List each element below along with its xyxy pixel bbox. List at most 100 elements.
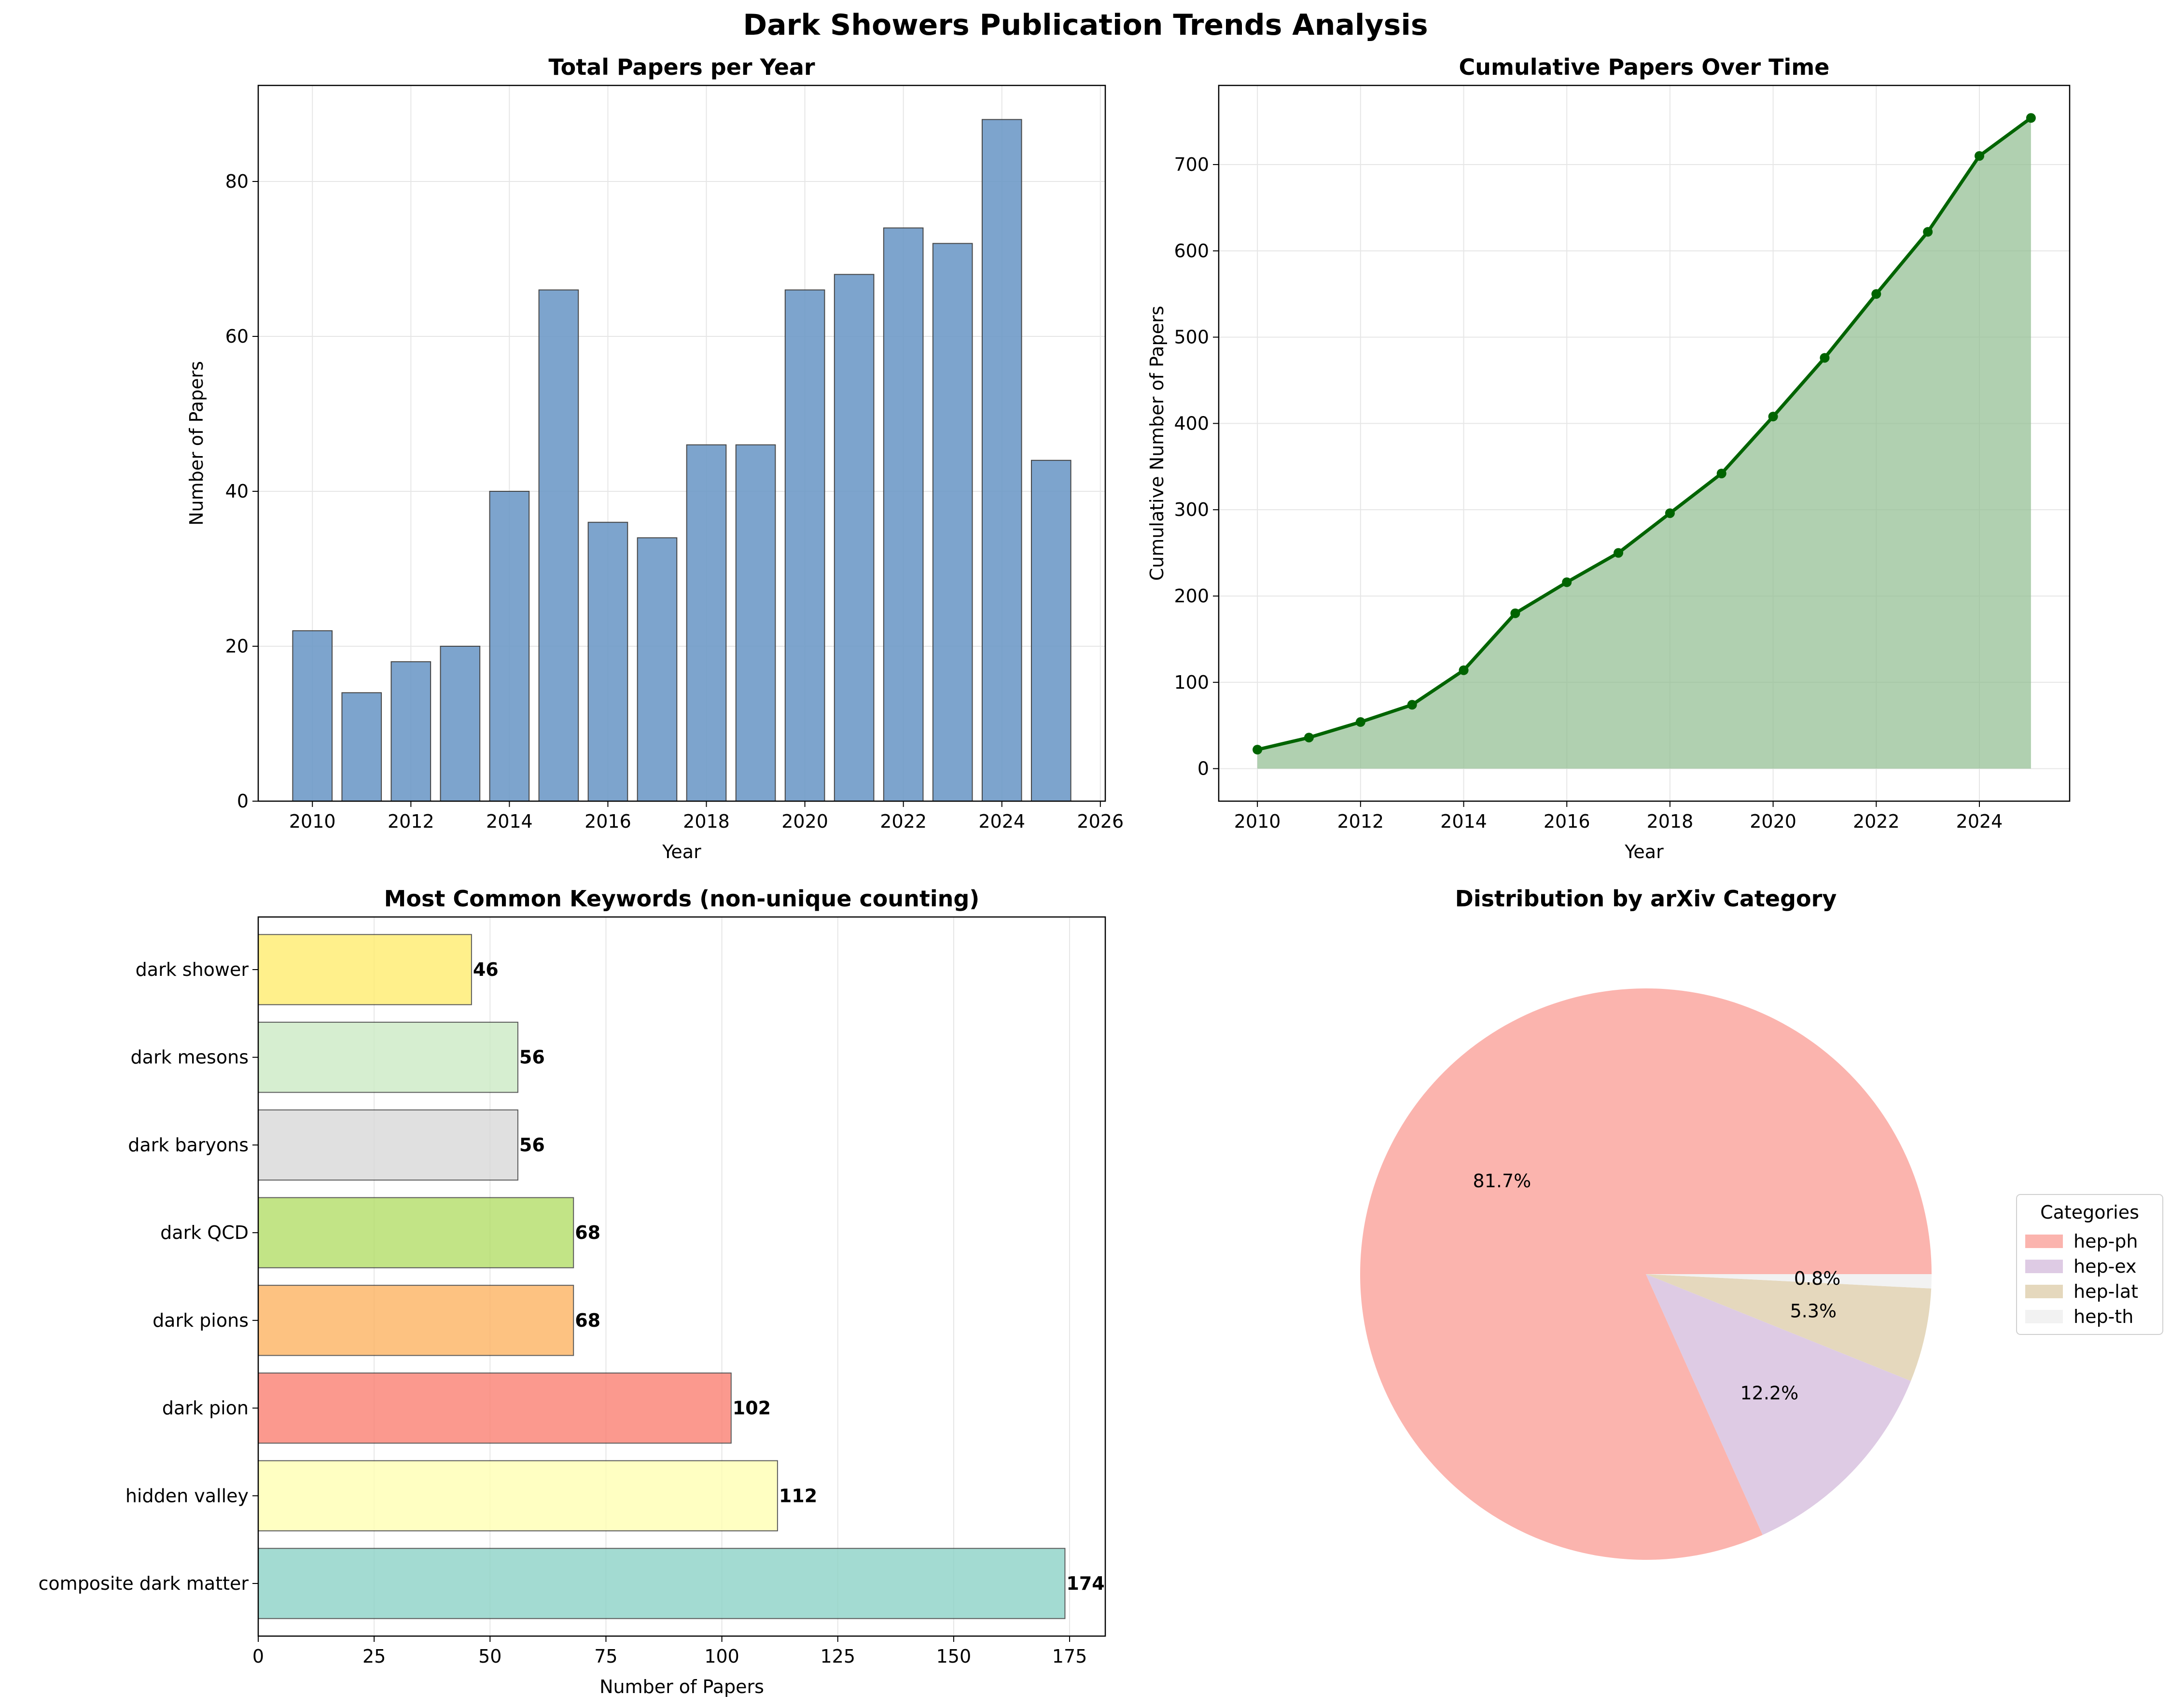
y-axis-label: Cumulative Number of Papers bbox=[1146, 306, 1168, 581]
x-tick-label: 0 bbox=[252, 1646, 264, 1667]
year-bar bbox=[390, 661, 431, 802]
x-tick-label: 2010 bbox=[1234, 811, 1281, 832]
year-bar bbox=[686, 444, 727, 802]
legend-box bbox=[2016, 1194, 2163, 1335]
keyword-bar bbox=[258, 1197, 574, 1268]
keyword-bar bbox=[258, 1460, 778, 1531]
pie-slice bbox=[1646, 1274, 1932, 1381]
year-bar bbox=[440, 646, 481, 802]
keyword-label: dark mesons bbox=[131, 1047, 249, 1068]
y-tick-label: 600 bbox=[1174, 240, 1209, 262]
panel-category-distribution: Distribution by arXiv Category 81.7% 12.2%… bbox=[1360, 886, 2163, 1560]
x-axis-label: Year bbox=[662, 841, 701, 862]
y-tick-label: 40 bbox=[225, 481, 249, 502]
pie-percent-label: 0.8% bbox=[1794, 1268, 1841, 1289]
pie-slice bbox=[1646, 1274, 1911, 1535]
keyword-bar bbox=[258, 1109, 518, 1181]
x-axis-label: Year bbox=[1624, 841, 1664, 862]
keyword-label: dark pions bbox=[153, 1310, 249, 1331]
y-tick-label: 0 bbox=[1197, 758, 1209, 779]
y-tick-label: 500 bbox=[1174, 327, 1209, 348]
cumulative-point bbox=[1614, 548, 1624, 558]
x-tick-label: 2014 bbox=[1440, 811, 1487, 832]
keyword-value-label: 46 bbox=[473, 959, 499, 980]
cumulative-point bbox=[1459, 665, 1469, 675]
legend-swatch bbox=[2025, 1235, 2063, 1248]
keyword-value-label: 174 bbox=[1066, 1573, 1104, 1594]
pie-slice bbox=[1646, 1274, 1932, 1289]
legend-swatch bbox=[2025, 1260, 2063, 1273]
legend-entry: hep-ph bbox=[2074, 1231, 2138, 1252]
keyword-label: composite dark matter bbox=[39, 1573, 249, 1594]
legend-swatch bbox=[2025, 1285, 2063, 1298]
cumulative-point bbox=[1510, 608, 1520, 618]
cumulative-point bbox=[1407, 700, 1417, 710]
year-bar bbox=[981, 119, 1022, 802]
year-bar bbox=[292, 630, 333, 802]
panel-title: Total Papers per Year bbox=[548, 54, 815, 80]
x-tick-label: 50 bbox=[478, 1646, 501, 1667]
y-tick-label: 700 bbox=[1174, 154, 1209, 175]
y-tick-label: 300 bbox=[1174, 499, 1209, 520]
panel-papers-per-year: Total Papers per Year Year Number of Paper… bbox=[186, 54, 1124, 862]
pie-percent-label: 81.7% bbox=[1473, 1170, 1531, 1192]
year-bar bbox=[489, 491, 530, 802]
x-tick-label: 150 bbox=[936, 1646, 972, 1667]
cumulative-area bbox=[1257, 118, 2031, 769]
x-tick-label: 2018 bbox=[683, 811, 730, 832]
panel-title: Most Common Keywords (non-unique countin… bbox=[384, 886, 980, 912]
x-tick-label: 25 bbox=[362, 1646, 386, 1667]
cumulative-point bbox=[1252, 745, 1263, 755]
x-tick-label: 2016 bbox=[584, 811, 631, 832]
y-tick-label: 20 bbox=[225, 636, 249, 657]
x-tick-label: 2026 bbox=[1077, 811, 1124, 832]
year-bar bbox=[932, 243, 973, 802]
keyword-label: dark QCD bbox=[160, 1222, 249, 1243]
cumulative-point bbox=[1820, 353, 1830, 363]
panel-cumulative-papers: Cumulative Papers Over Time Year Cumulativ… bbox=[1146, 54, 2071, 862]
year-bar bbox=[784, 289, 825, 802]
pie-percent-label: 5.3% bbox=[1790, 1300, 1837, 1321]
keyword-label: hidden valley bbox=[125, 1485, 249, 1506]
legend-entry: hep-ex bbox=[2074, 1256, 2137, 1277]
x-tick-label: 2024 bbox=[1956, 811, 2003, 832]
keyword-value-label: 68 bbox=[575, 1310, 600, 1331]
axes-frame bbox=[1218, 84, 2071, 802]
legend-swatch bbox=[2025, 1310, 2063, 1323]
year-bar bbox=[637, 537, 678, 802]
x-tick-label: 2014 bbox=[486, 811, 533, 832]
pie-percent-label: 12.2% bbox=[1740, 1382, 1798, 1403]
y-axis-label: Number of Papers bbox=[186, 361, 207, 526]
keyword-label: dark baryons bbox=[128, 1134, 249, 1155]
keyword-value-label: 56 bbox=[519, 1134, 545, 1155]
cumulative-point bbox=[1923, 227, 1933, 237]
keyword-bar bbox=[258, 1548, 1066, 1619]
y-tick-label: 0 bbox=[237, 791, 249, 812]
x-tick-label: 100 bbox=[704, 1646, 739, 1667]
cumulative-point bbox=[1304, 733, 1314, 743]
y-tick-label: 100 bbox=[1174, 672, 1209, 693]
y-tick-label: 60 bbox=[225, 326, 249, 347]
y-tick-label: 400 bbox=[1174, 413, 1209, 434]
cumulative-point bbox=[1975, 151, 1985, 161]
keyword-value-label: 68 bbox=[575, 1222, 600, 1243]
year-bar bbox=[341, 692, 382, 802]
x-tick-label: 2024 bbox=[978, 811, 1025, 832]
cumulative-point bbox=[1768, 412, 1778, 422]
x-tick-label: 75 bbox=[594, 1646, 617, 1667]
axes-frame bbox=[257, 84, 1106, 802]
x-tick-label: 2016 bbox=[1544, 811, 1590, 832]
x-tick-label: 2012 bbox=[388, 811, 434, 832]
x-tick-label: 2020 bbox=[781, 811, 828, 832]
panel-title: Cumulative Papers Over Time bbox=[1459, 54, 1830, 80]
cumulative-point bbox=[1871, 289, 1881, 299]
keyword-bar bbox=[258, 1372, 732, 1444]
cumulative-point bbox=[1355, 717, 1365, 727]
figure-title: Dark Showers Publication Trends Analysis bbox=[743, 8, 1428, 42]
x-tick-label: 2010 bbox=[289, 811, 336, 832]
keyword-bar bbox=[258, 1285, 574, 1356]
x-tick-label: 2022 bbox=[880, 811, 927, 832]
year-bar bbox=[735, 444, 776, 802]
x-tick-label: 2020 bbox=[1750, 811, 1796, 832]
